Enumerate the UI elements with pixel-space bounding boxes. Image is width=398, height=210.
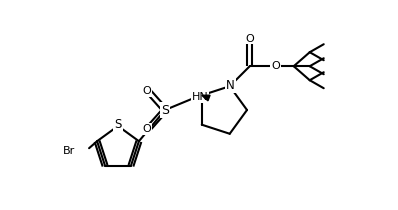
Text: N: N [226, 79, 235, 92]
Text: O: O [271, 61, 280, 71]
Text: HN: HN [191, 92, 209, 102]
Text: O: O [245, 34, 254, 44]
Text: O: O [142, 124, 151, 134]
Text: Br: Br [63, 146, 75, 156]
Text: S: S [161, 104, 169, 117]
Text: S: S [114, 118, 122, 131]
Text: O: O [142, 86, 151, 96]
Polygon shape [202, 95, 210, 101]
